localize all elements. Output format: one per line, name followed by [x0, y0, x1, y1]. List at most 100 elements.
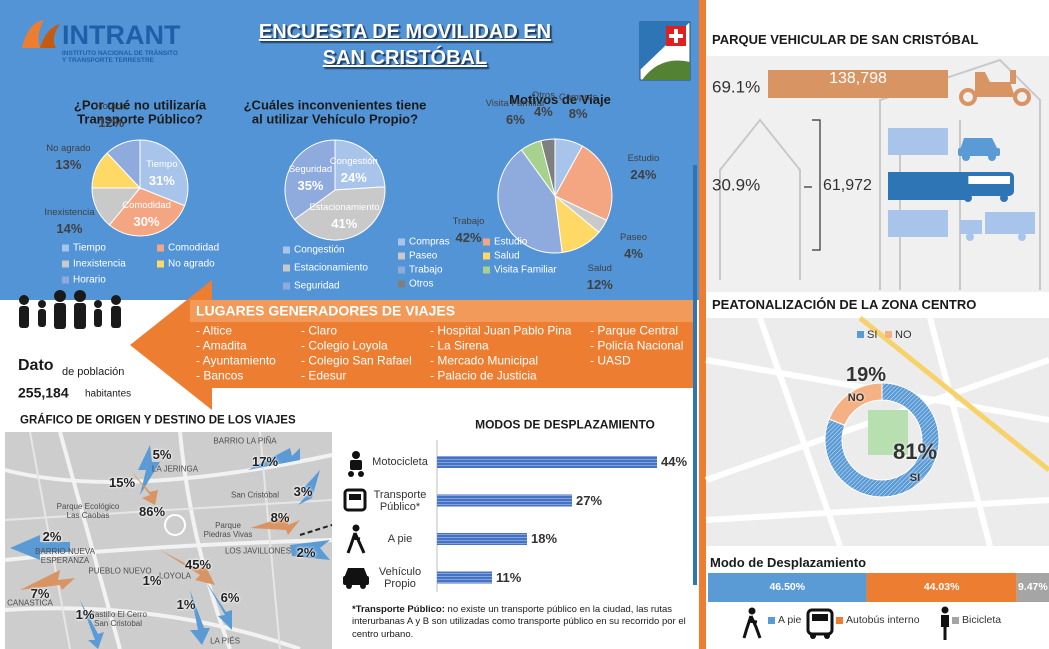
family-icon: [19, 290, 121, 329]
legend-swatch: [398, 238, 405, 246]
fleet-bar: [888, 172, 969, 200]
flag: [639, 21, 691, 81]
flow-label: 1%: [176, 596, 196, 612]
donut-value: 19%: [845, 364, 887, 386]
slice-value: 14%: [56, 221, 83, 237]
legend-label: Estudio: [494, 236, 528, 248]
population-sublabel: de población: [62, 365, 125, 378]
flow-label: 3%: [293, 483, 313, 499]
slice-category: Horario: [95, 101, 127, 113]
slice-category: Comodidad: [122, 199, 171, 211]
map-place: San Cristóbal: [230, 490, 280, 500]
legend-swatch: [483, 266, 490, 274]
lugares-title: LUGARES GENERADORES DE VIAJES: [196, 302, 456, 319]
pie-title: ¿Por qué no utilizaría Transporte Públic…: [73, 97, 207, 127]
bar-value: 44%: [661, 453, 688, 469]
bar-category: A pie: [387, 532, 413, 545]
slice-category: Estudio: [627, 153, 660, 165]
slice-category: Tiempo: [146, 158, 178, 170]
stack-segment: [1016, 573, 1049, 602]
pie-title: ¿Cuáles inconvenientes tiene al utilizar…: [243, 97, 427, 127]
bar: [437, 494, 572, 507]
slice-category: No agrado: [46, 142, 91, 154]
legend-label: No agrado: [168, 258, 215, 270]
map-place: Parque Piedras Vivas: [203, 521, 253, 539]
fleet-value: 138,798: [829, 70, 887, 88]
slice-value: 24%: [340, 169, 367, 185]
legend-swatch: [483, 252, 490, 260]
flow-label: 45%: [184, 556, 212, 572]
legend-swatch: [398, 252, 405, 260]
slice-value: 6%: [505, 111, 525, 127]
pie-slice: [334, 139, 386, 191]
legend-label: Horario: [73, 274, 106, 286]
flow-label: 5%: [152, 446, 172, 462]
legend-swatch: [483, 238, 490, 246]
map-place: CANASTICA: [7, 598, 53, 608]
legend-label: Trabajo: [409, 264, 443, 276]
bar-value: 11%: [496, 569, 522, 585]
slice-value: 42%: [455, 230, 482, 246]
bar: [437, 456, 657, 468]
pie-slice: [497, 149, 563, 254]
legend-label: Bicicleta: [962, 614, 1002, 627]
slice-category: Paseo: [620, 231, 647, 243]
od-title: GRÁFICO DE ORIGEN Y DESTINO DE LOS VIAJE…: [20, 414, 296, 427]
org-name: INTRANT: [62, 20, 181, 51]
legend-label: Seguridad: [294, 280, 340, 292]
legend-swatch: [157, 244, 164, 252]
slice-value: 4%: [624, 245, 643, 261]
bar-value: 18%: [531, 530, 558, 546]
legend-label: Inexistencia: [73, 258, 126, 270]
lugar: Claro: [301, 324, 337, 337]
slice-value: 35%: [297, 177, 324, 193]
slice-category: Congestión: [329, 155, 378, 167]
fleet-value: 61,972: [823, 177, 872, 195]
slice-category: Visita Familiar: [485, 97, 546, 109]
footnote-text: no existe un transporte público en la ci…: [352, 604, 686, 640]
legend-label: Compras: [409, 236, 450, 248]
flow-label: 2%: [42, 528, 62, 544]
slice-value: 13%: [55, 156, 82, 172]
map-place: Parque Ecológico Las Caobas: [56, 502, 120, 520]
main-title: SAN CRISTÓBAL: [322, 47, 488, 69]
slice-value: 8%: [568, 105, 588, 121]
legend-label: Comodidad: [168, 242, 220, 254]
stack-value: 44.03%: [923, 581, 960, 594]
legend-swatch: [62, 276, 69, 284]
slice-value: 30%: [133, 213, 160, 229]
fleet-title: PARQUE VEHICULAR DE SAN CRISTÓBAL: [712, 31, 979, 47]
legend-swatch: [283, 282, 290, 290]
lugar: Ayuntamiento: [196, 354, 276, 367]
slice-category: Trabajo: [452, 216, 485, 228]
legend-swatch: [885, 331, 892, 338]
lugar: Parque Central: [590, 324, 678, 337]
slice-category: Compras: [558, 91, 598, 103]
main-title: ENCUESTA DE MOVILIDAD EN: [258, 21, 552, 43]
lugar: Colegio San Rafael: [301, 354, 411, 367]
legend-swatch: [768, 617, 775, 624]
slice-category: Estacionamiento: [309, 201, 380, 213]
mode-icons: [343, 451, 369, 589]
legend-swatch: [62, 260, 69, 268]
legend-label: Congestión: [294, 244, 345, 256]
legend-swatch: [62, 244, 69, 252]
slice-value: 4%: [533, 103, 553, 119]
lugar: Altice: [196, 324, 232, 337]
donut-category: SI: [909, 471, 921, 484]
bar: [437, 533, 527, 545]
fleet-bar: [768, 70, 948, 98]
slice-category: Otros: [531, 89, 555, 101]
fleet-share: 30.9%: [712, 175, 761, 195]
flow-label: 1%: [142, 572, 162, 588]
legend-icons: [742, 606, 949, 640]
lugar: Colegio Loyola: [301, 339, 387, 352]
pie-slice: [293, 186, 386, 241]
legend-label: NO: [895, 328, 912, 341]
center-map: [705, 316, 1049, 547]
lugar: Hospital Juan Pablo Pina: [430, 324, 571, 337]
population-unit: habitantes: [85, 388, 132, 400]
bar-category: Vehículo Propio: [378, 565, 422, 590]
flow-label: 8%: [270, 509, 290, 525]
